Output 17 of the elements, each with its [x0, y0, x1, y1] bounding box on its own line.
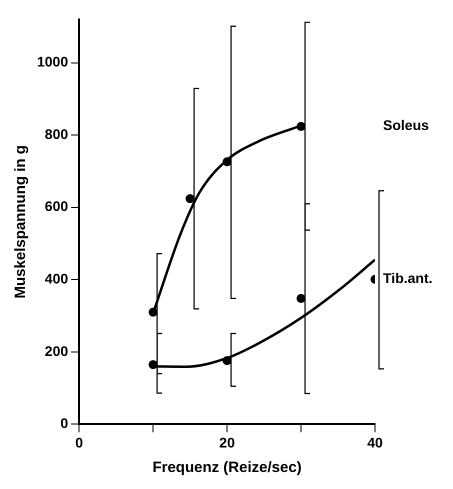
point [222, 356, 232, 366]
x-axis-title: Frequenz (Reize/sec) [152, 459, 302, 476]
y-tick-label: 1000 [36, 54, 68, 70]
point [148, 308, 158, 317]
y-tick-label: 400 [44, 270, 68, 286]
x-tick-label: 20 [219, 434, 236, 450]
y-tick-label: 200 [44, 342, 68, 359]
y-axis-title: Muskelspannung in g [12, 145, 30, 298]
text: Soleus [383, 117, 430, 134]
x-tick-label: 40 [367, 434, 383, 450]
y-tick-label: 600 [44, 198, 68, 214]
point [222, 157, 232, 166]
point [148, 360, 158, 370]
y-tick-label: 0 [60, 415, 68, 432]
y-tick-label: 800 [44, 126, 68, 142]
x-tick-label: 0 [75, 434, 84, 450]
series-label: Tib.ant. [383, 270, 433, 286]
